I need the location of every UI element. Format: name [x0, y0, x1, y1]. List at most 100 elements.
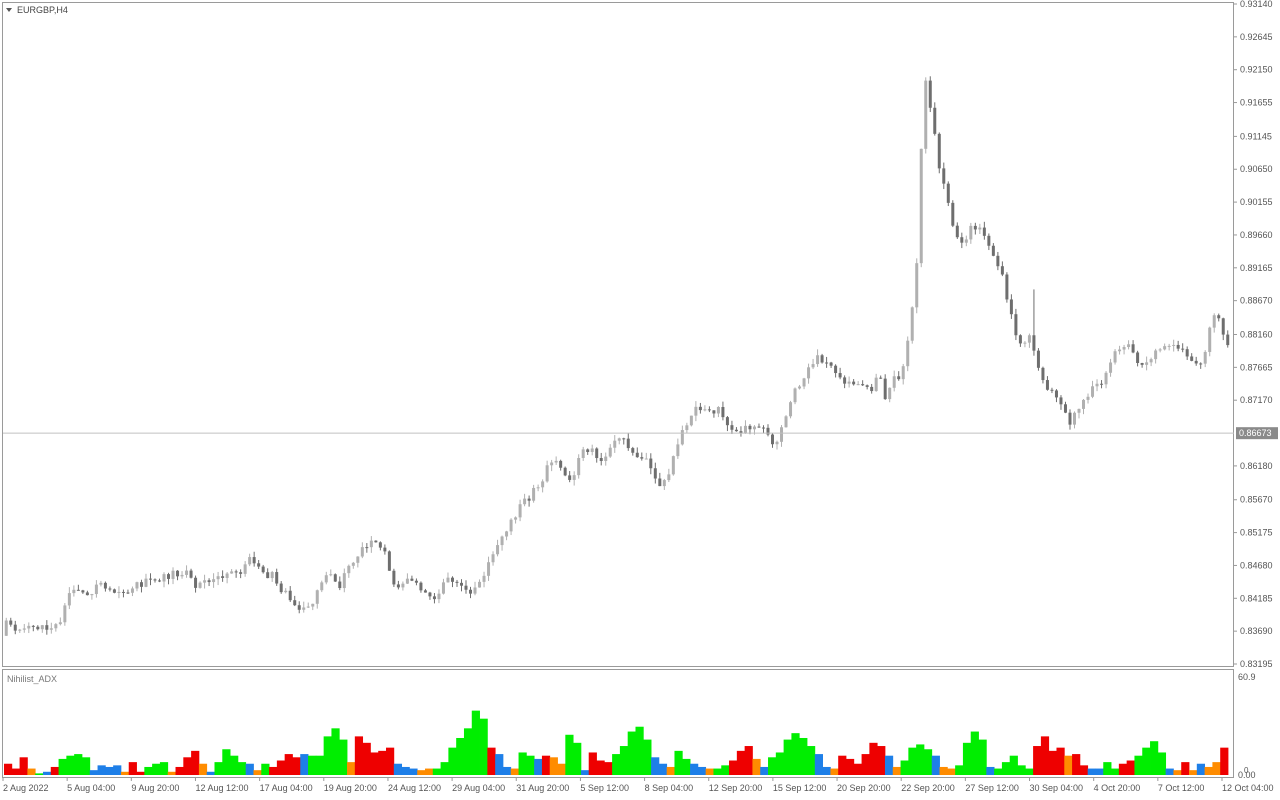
candle-body: [1072, 412, 1076, 425]
candle-body: [649, 458, 653, 469]
adx-bar: [923, 749, 933, 775]
candle-body: [653, 468, 657, 479]
candle-body: [838, 373, 842, 378]
candle-body: [771, 434, 775, 445]
adx-bar: [448, 747, 457, 775]
candle-body: [757, 426, 761, 428]
candle-body: [1082, 399, 1086, 409]
adx-bar: [947, 768, 956, 775]
adx-bar: [308, 755, 317, 775]
adx-bar: [596, 760, 605, 775]
price-axis-label: 0.91145: [1240, 131, 1272, 141]
time-axis-label: 24 Aug 12:00: [388, 783, 441, 793]
candle-body: [329, 574, 333, 576]
adx-bar: [962, 742, 972, 775]
candle-body: [351, 562, 355, 566]
candle-body: [712, 410, 716, 414]
time-axis-label: 15 Sep 12:00: [773, 783, 827, 793]
candle-body: [1190, 356, 1194, 361]
adx-bar: [144, 766, 153, 775]
candle-body: [9, 620, 13, 625]
candle-body: [761, 427, 765, 429]
adx-bar: [292, 757, 301, 775]
candle-body: [599, 458, 603, 462]
adx-bar: [861, 754, 870, 775]
candle-body: [130, 588, 134, 593]
candle-body: [85, 592, 89, 596]
adx-bar: [549, 757, 558, 775]
candle-body: [1032, 335, 1036, 351]
candle-body: [1091, 386, 1095, 397]
adx-bar: [167, 771, 176, 775]
symbol-header[interactable]: EURGBP,H4: [6, 5, 68, 15]
candle-body: [374, 540, 378, 543]
price-axis-label: 0.91655: [1240, 98, 1273, 108]
candle-body: [432, 596, 436, 600]
adx-bar: [838, 755, 847, 775]
candle-body: [978, 227, 982, 230]
adx-bar: [386, 747, 395, 775]
candle-body: [829, 362, 833, 366]
candle-body: [1185, 349, 1189, 357]
candle-body: [401, 583, 405, 588]
candle-body: [559, 460, 563, 468]
candle-body: [491, 554, 495, 563]
time-axis-label: 8 Sep 04:00: [645, 783, 694, 793]
candle-body: [167, 574, 171, 579]
time-axis-label: 2 Aug 2022: [3, 783, 49, 793]
candle-body: [820, 355, 824, 363]
candle-body: [514, 517, 518, 520]
candle-body: [108, 588, 112, 590]
candle-body: [437, 593, 441, 600]
adx-bar: [502, 766, 512, 775]
adx-bar: [105, 766, 114, 775]
candle-body: [617, 438, 621, 441]
candle-body: [924, 80, 928, 149]
indicator-pane-frame: [2, 669, 1234, 778]
candle-body: [1122, 347, 1126, 350]
candle-body: [635, 452, 639, 458]
candle-body: [987, 235, 991, 246]
adx-bar: [463, 728, 473, 775]
candle-body: [482, 575, 486, 582]
candle-body: [960, 237, 964, 243]
candle-body: [1086, 396, 1090, 400]
candle-body: [622, 438, 626, 440]
collapse-triangle-icon[interactable]: [6, 8, 12, 12]
candle-body: [1163, 346, 1167, 350]
candle-body: [703, 409, 707, 411]
candle-body: [716, 407, 720, 414]
candle-body: [27, 625, 31, 629]
adx-bar: [1150, 741, 1159, 775]
candle-body: [306, 606, 310, 608]
candle-body: [1041, 367, 1045, 381]
candle-body: [933, 107, 937, 134]
candle-body: [450, 577, 454, 582]
candle-body: [973, 225, 977, 230]
candle-body: [775, 441, 779, 445]
adx-bar: [1196, 763, 1206, 775]
candle-body: [158, 580, 162, 582]
adx-bar: [651, 757, 660, 775]
candle-body: [608, 447, 612, 457]
candle-body: [946, 183, 950, 203]
candle-body: [315, 590, 319, 604]
candle-body: [478, 581, 482, 588]
candle-body: [144, 578, 148, 587]
adx-bar: [19, 757, 28, 775]
candle-body: [455, 581, 459, 583]
candle-body: [1199, 363, 1203, 365]
candle-body: [72, 589, 76, 594]
candle-body: [45, 625, 49, 630]
candle-body: [865, 385, 869, 387]
candle-body: [257, 563, 261, 567]
candle-body: [640, 457, 644, 459]
time-axis-label: 7 Oct 12:00: [1158, 783, 1205, 793]
candle-body: [126, 592, 130, 594]
candle-body: [469, 589, 473, 594]
adx-bar: [604, 762, 613, 775]
candle-body: [270, 572, 274, 579]
candle-body: [153, 579, 157, 581]
candle-body: [423, 590, 427, 593]
